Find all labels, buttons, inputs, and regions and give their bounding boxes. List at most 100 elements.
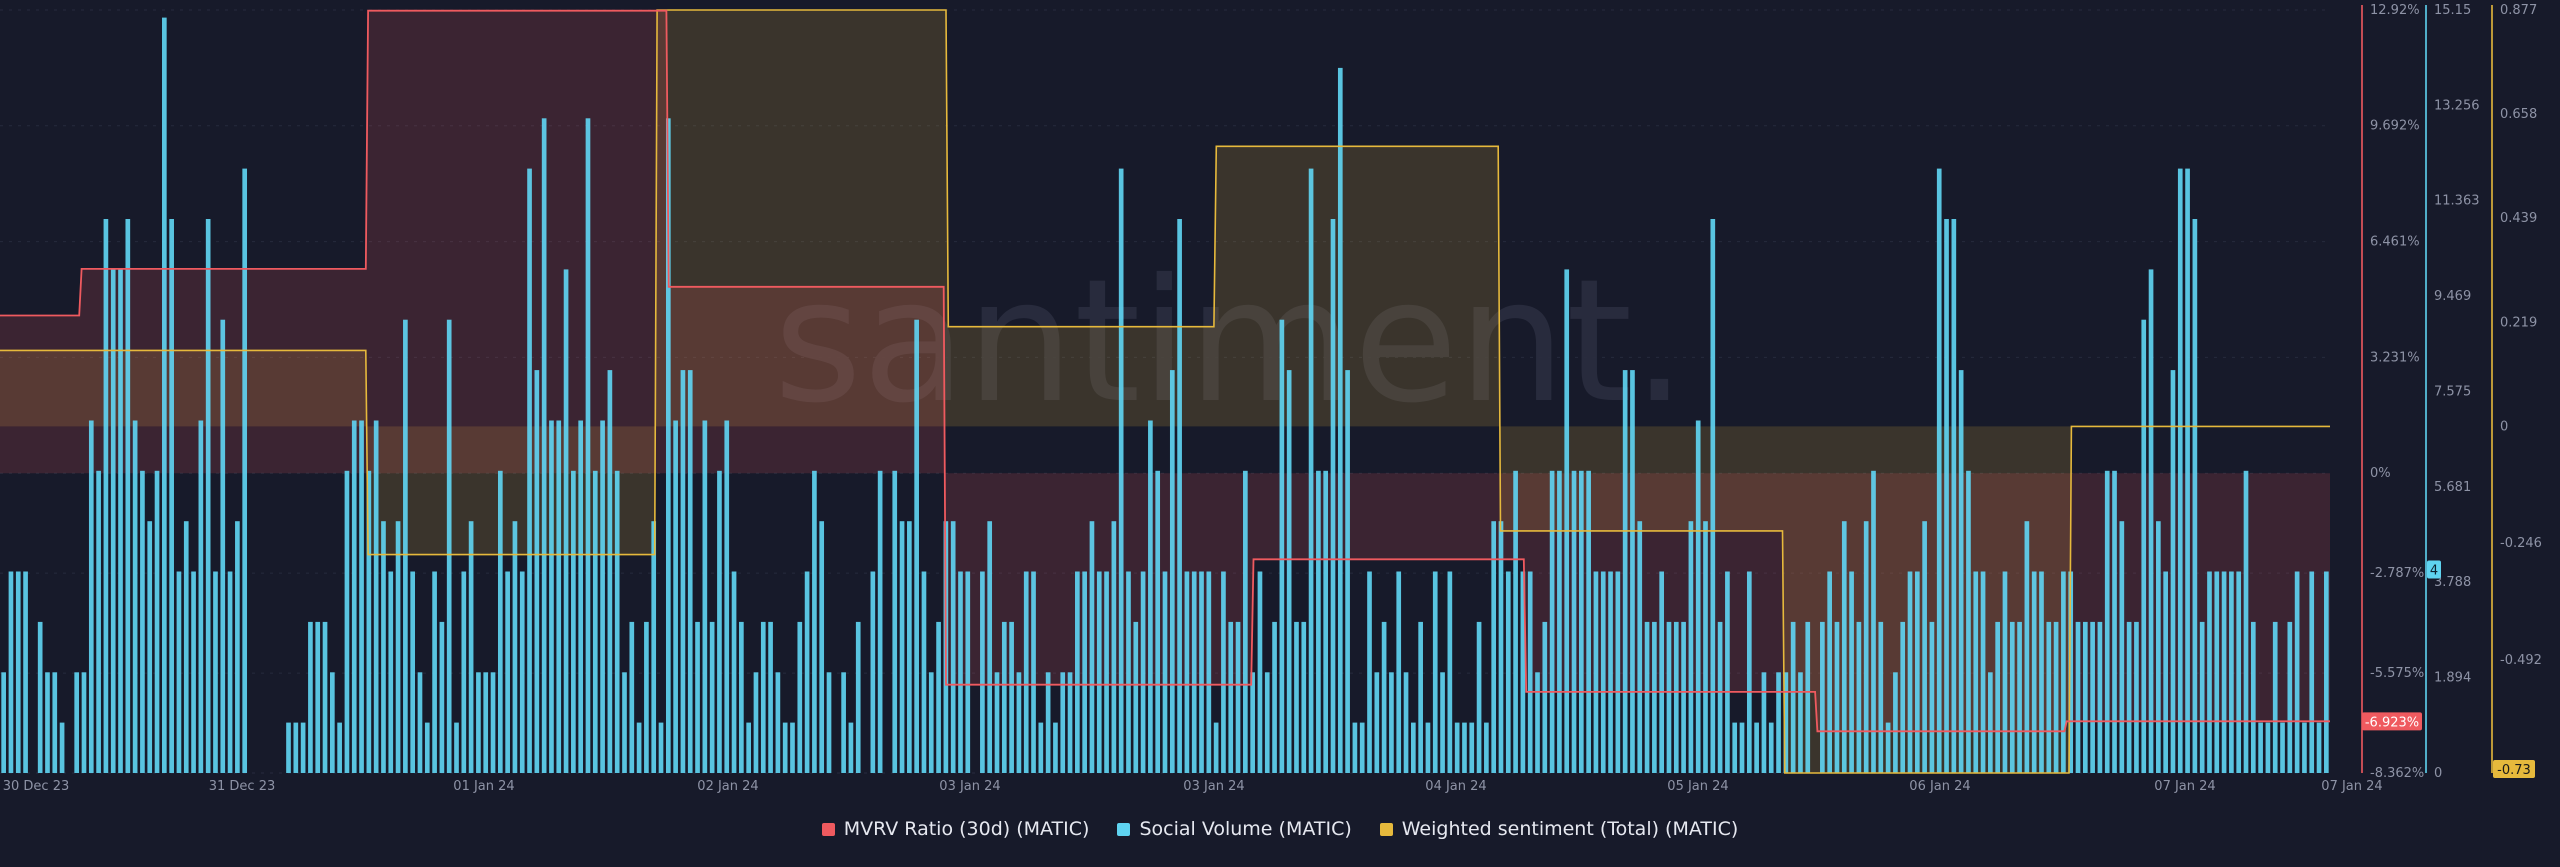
mvrv-badge (2362, 712, 2422, 731)
x-tick-label: 30 Dec 23 (3, 779, 70, 794)
social-bar (1622, 370, 1628, 773)
social-bar (1169, 370, 1175, 773)
social-bar (74, 672, 80, 773)
social-bar (1600, 571, 1606, 773)
social-bar (2199, 621, 2205, 773)
social-bar (563, 269, 569, 773)
social-bar (1958, 370, 1964, 773)
social-bar (1644, 621, 1650, 773)
social-bar (958, 571, 963, 773)
social-bar (1476, 621, 1482, 773)
social-bar (1184, 571, 1190, 773)
social-bar (841, 672, 846, 773)
legend-item-mvrv[interactable]: MVRV Ratio (30d) (MATIC) (821, 818, 1089, 840)
mvrv-tick-label: 3.231% (2370, 350, 2420, 365)
social-bar (2090, 621, 2095, 773)
social-bar (541, 118, 547, 774)
social-bar (1250, 672, 1255, 773)
series-lines (0, 9, 2330, 774)
social-tick-label: 0 (2434, 766, 2442, 781)
legend-item-social[interactable]: Social Volume (MATIC) (1117, 818, 1352, 840)
social-bar (687, 370, 693, 773)
social-bar (1418, 621, 1423, 773)
social-bar (2302, 722, 2307, 773)
social-bar (1878, 621, 1884, 773)
x-tick-label: 05 Jan 24 (1667, 779, 1728, 794)
mvrv-area (0, 10, 2330, 732)
social-bar (1615, 571, 1621, 773)
social-bar (1440, 672, 1445, 773)
social-bar (936, 621, 941, 773)
social-bar (1016, 672, 1022, 773)
legend-label-social: Social Volume (MATIC) (1139, 818, 1352, 840)
social-bar (775, 672, 781, 773)
social-bar (1294, 621, 1299, 773)
social-bar (1337, 67, 1343, 773)
social-bar (81, 672, 87, 773)
social-bar (855, 621, 861, 773)
social-bar (658, 722, 664, 773)
social-bar (147, 521, 153, 773)
legend-swatch-mvrv (821, 822, 835, 836)
social-bar (549, 420, 554, 773)
social-bar (2156, 521, 2161, 773)
social-bar (1710, 219, 1716, 773)
social-bar (512, 521, 518, 773)
social-bar (1637, 521, 1643, 773)
social-bar (819, 521, 825, 773)
social-bar (987, 521, 993, 773)
social-bar (1725, 571, 1730, 773)
social-bar (1403, 672, 1409, 773)
social-bar (1359, 722, 1365, 773)
social-bar (37, 621, 43, 773)
social-bar (1104, 571, 1109, 773)
social-bar (476, 672, 481, 773)
social-bar (614, 470, 620, 773)
social-bar (2250, 621, 2256, 773)
social-bar (1089, 521, 1095, 773)
social-bar (424, 722, 430, 773)
social-bar (914, 319, 919, 773)
social-bar (1966, 470, 1971, 773)
social-bar (1936, 168, 1942, 774)
social-bar (1820, 621, 1825, 773)
social-bar (1907, 571, 1913, 773)
social-bar (1162, 571, 1168, 773)
social-badge-label: 4 (2430, 564, 2438, 579)
social-bar (673, 420, 678, 773)
social-bar (15, 571, 21, 773)
social-bar (680, 370, 686, 773)
social-tick-label: 9.469 (2434, 289, 2471, 304)
social-bar (198, 420, 204, 773)
mvrv-fill (0, 10, 2330, 732)
social-bar (2017, 621, 2022, 773)
social-tick-label: 11.363 (2434, 194, 2480, 209)
social-bar (790, 722, 795, 773)
social-bar (1148, 420, 1153, 773)
social-bar (1177, 219, 1182, 773)
social-bar (154, 470, 160, 773)
social-bar (1849, 571, 1854, 773)
social-bar (205, 219, 211, 773)
social-bar (505, 571, 510, 773)
social-bar (870, 571, 876, 773)
social-bar (162, 17, 167, 774)
sentiment-badge-label: -0.73 (2497, 763, 2531, 778)
mvrv-tick-label: 12.92% (2370, 3, 2420, 18)
social-bar (59, 722, 65, 773)
x-tick-label: 04 Jan 24 (1425, 779, 1486, 794)
social-bar (308, 621, 313, 773)
social-bar (753, 672, 759, 773)
social-bar (907, 521, 912, 773)
social-bar (1827, 571, 1832, 773)
legend-item-sentiment[interactable]: Weighted sentiment (Total) (MATIC) (1379, 818, 1738, 840)
social-bar (366, 470, 372, 773)
social-bar (1834, 621, 1840, 773)
x-axis: 30 Dec 23 31 Dec 23 01 Jan 24 02 Jan 24 03 J… (3, 779, 2383, 794)
social-bar (235, 521, 240, 773)
social-bar (1001, 621, 1007, 773)
mvrv-line (0, 9, 2330, 733)
social-bar (2221, 571, 2227, 773)
social-bar (1060, 672, 1066, 773)
axes: 12.92% 9.692% 6.461% 3.231% 0% -2.787% -5.575%… (2361, 3, 2542, 781)
